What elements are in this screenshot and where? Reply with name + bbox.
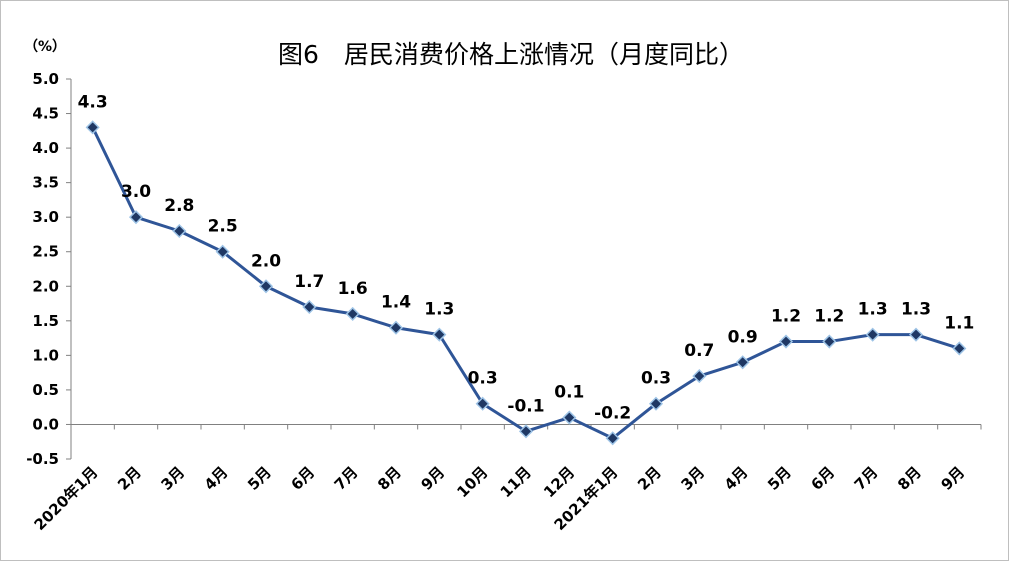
data-point-marker [822,334,837,349]
x-tick-label: 2020年1月 [31,463,102,534]
data-point-marker [518,424,534,439]
x-tick-label: 12月 [540,463,578,501]
x-tick-label: 5月 [764,463,795,494]
data-point-marker [258,279,274,294]
data-point-marker [128,210,144,225]
data-point-marker [692,369,707,384]
data-label: 1.7 [294,272,324,292]
x-tick-label: 4月 [721,463,752,494]
x-tick-label: 4月 [201,463,232,494]
data-point-marker [865,327,880,342]
data-point-marker [562,410,577,425]
y-tick-label: 0.0 [32,415,59,433]
data-label: 2.0 [251,251,281,271]
data-point-marker [388,320,404,335]
series-polyline [91,126,960,440]
chart-title: 图6 居民消费价格上涨情况（月度同比） [278,40,744,69]
data-point-marker [302,299,317,315]
data-point-marker [475,396,490,411]
data-point-marker [432,327,447,342]
data-label: 0.7 [684,341,714,361]
x-tick-label: 9月 [417,463,448,494]
data-point-marker [908,327,924,342]
data-label: 2.5 [208,217,238,237]
data-label: 0.3 [468,369,498,389]
y-tick-label: 3.0 [32,208,59,226]
y-tick-label: 1.0 [32,346,59,364]
data-label: 3.0 [121,182,151,202]
data-point-marker [215,244,230,259]
x-tick-label: 3月 [677,463,708,494]
data-point-marker [345,306,360,321]
x-tick-label: 6月 [807,463,838,494]
x-tick-label: 2月 [114,463,145,494]
x-tick-label: 6月 [287,463,318,494]
data-label: -0.1 [507,396,544,416]
y-tick-label: 5.0 [32,70,59,88]
x-tick-label: 7月 [331,463,362,494]
x-tick-label: 10月 [453,463,491,501]
y-tick-label: 1.5 [32,312,59,330]
y-tick-label: 2.0 [32,277,59,295]
x-tick-label: 7月 [851,463,882,494]
data-label: -0.2 [594,403,631,423]
x-tick-label: 8月 [374,463,405,494]
data-point-marker [735,355,750,370]
x-tick-label: 3月 [157,463,188,494]
data-label: 1.2 [814,307,844,327]
y-tick-label: 2.5 [32,243,59,261]
x-tick-label: 11月 [497,463,535,501]
data-label: 1.3 [858,300,888,320]
y-axis-unit-label: （%） [24,39,66,55]
x-tick-label: 9月 [937,463,968,494]
y-tick-label: 3.5 [32,174,59,192]
data-label: 4.3 [78,92,108,112]
x-tick-label: 5月 [244,463,275,494]
data-point-marker [952,341,967,356]
axes: 5.0 4.5 4.0 3.5 3.0 2.5 2.0 1.5 1.0 0.5 0.0 -0.5202… [26,70,982,534]
data-label: 0.9 [728,327,758,347]
x-tick-label: 8月 [894,463,925,494]
x-tick-label: 2月 [634,463,665,494]
data-point-marker [648,396,664,411]
data-point-marker [605,431,620,446]
y-tick-label: -0.5 [26,450,59,468]
series-line: 4.3 3.0 2.8 2.5 2.0 1.7 1.6 1.4 1.3 0.3 -0.1 0.1 -0.… [78,92,974,446]
y-tick-label: 0.5 [32,381,59,399]
data-label: 1.4 [381,293,411,313]
y-tick-label: 4.0 [32,139,59,157]
data-label: 1.3 [901,300,931,320]
data-label: 2.8 [164,196,194,216]
data-point-marker [172,223,187,239]
data-point-marker [85,120,100,135]
data-label: 1.3 [424,300,454,320]
data-label: 0.3 [641,369,671,389]
data-label: 1.6 [338,279,368,299]
data-label: 1.1 [944,313,974,333]
data-label: 1.2 [771,307,801,327]
y-tick-label: 4.5 [32,105,59,123]
data-label: 0.1 [554,383,584,403]
data-point-marker [778,334,794,349]
